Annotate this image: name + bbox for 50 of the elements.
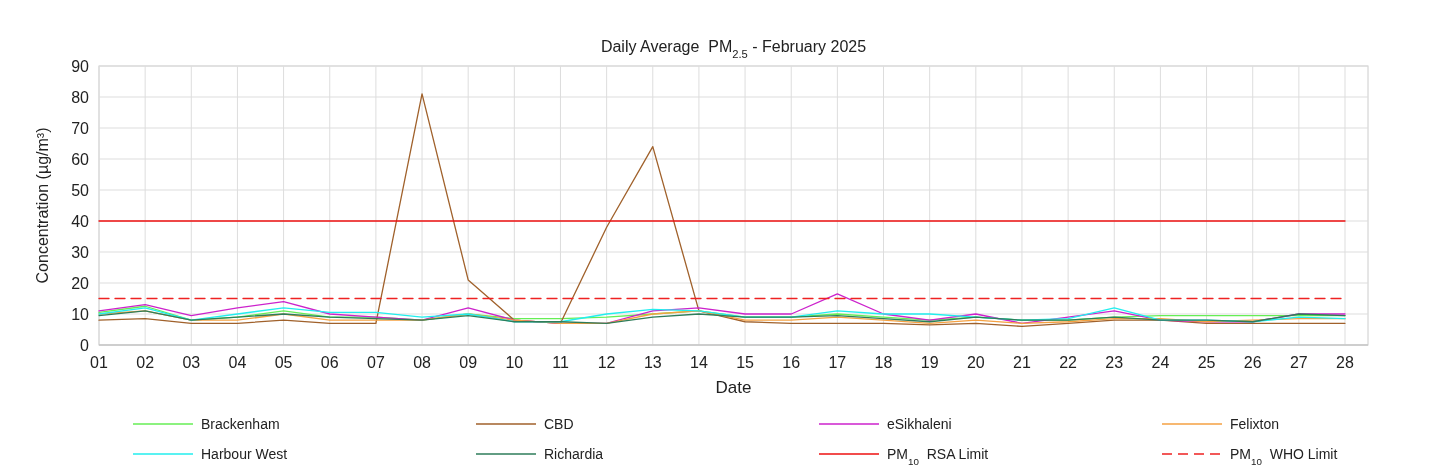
x-tick-label: 06: [320, 354, 339, 371]
chart-title: Daily Average PM$_{2.5}$ - February 2025: [600, 38, 867, 60]
x-tick-label: 21: [1013, 354, 1031, 371]
y-tick-label: 90: [71, 58, 90, 75]
x-tick-label: 09: [459, 354, 478, 371]
x-tick-label: 27: [1289, 354, 1308, 371]
x-tick-label: 15: [736, 354, 755, 371]
x-tick-label: 28: [1336, 354, 1354, 371]
y-tick-label: 20: [71, 275, 90, 292]
x-axis-title: Date: [715, 378, 752, 397]
y-tick-label: 50: [71, 182, 90, 199]
legend-label: Richardia: [544, 446, 604, 462]
x-tick-label: 22: [1059, 354, 1078, 371]
x-tick-label: 08: [413, 354, 432, 371]
x-tick-label: 12: [597, 354, 616, 371]
y-tick-label: 80: [71, 89, 90, 106]
x-tick-label: 18: [874, 354, 893, 371]
y-tick-label: 0: [80, 337, 90, 354]
legend-label: eSikhaleni: [887, 416, 952, 432]
y-tick-label: 10: [71, 306, 90, 323]
x-tick-label: 14: [690, 354, 708, 371]
y-axis-title: Concentration (µg/m³): [34, 127, 51, 284]
x-tick-label: 07: [366, 354, 385, 371]
x-tick-label: 11: [552, 354, 569, 371]
x-tick-label: 02: [136, 354, 155, 371]
y-tick-label: 60: [71, 151, 90, 168]
x-tick-label: 19: [920, 354, 939, 371]
x-tick-label: 17: [828, 354, 847, 371]
legend-label: Brackenham: [201, 416, 280, 432]
x-tick-label: 20: [966, 354, 985, 371]
legend-label: CBD: [544, 416, 574, 432]
y-tick-label: 30: [71, 244, 90, 261]
x-tick-label: 01: [90, 354, 108, 371]
legend-label: Harbour West: [201, 446, 288, 462]
x-tick-label: 03: [182, 354, 201, 371]
legend-label: Felixton: [1230, 416, 1280, 432]
x-tick-label: 16: [782, 354, 801, 371]
x-tick-label: 10: [505, 354, 524, 371]
legend-label: PM$_{10}$ WHO Limit: [1230, 446, 1338, 467]
x-tick-label: 13: [643, 354, 662, 371]
x-tick-label: 25: [1197, 354, 1216, 371]
legend-label: PM$_{10}$ RSA Limit: [887, 446, 989, 467]
line-series: [98, 93, 1346, 328]
y-tick-label: 70: [71, 120, 90, 137]
x-tick-label: 26: [1243, 354, 1262, 371]
x-tick-label: 05: [274, 354, 293, 371]
x-tick-label: 24: [1151, 354, 1170, 371]
y-tick-label: 40: [71, 213, 90, 230]
x-tick-label: 04: [228, 354, 247, 371]
x-tick-label: 23: [1105, 354, 1124, 371]
